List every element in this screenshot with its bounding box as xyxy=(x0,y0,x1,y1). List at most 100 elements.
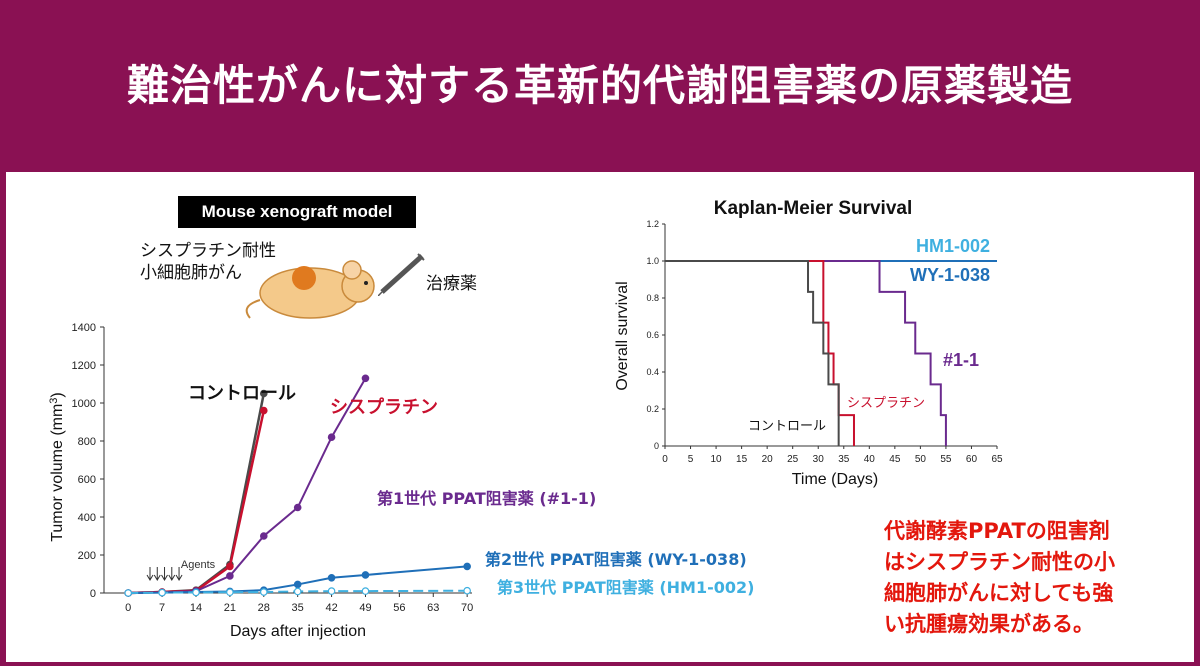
agent-arrow xyxy=(146,567,154,581)
data-point-cisplatin xyxy=(226,562,234,571)
description-line-3: 細胞肺がんに対しても強 xyxy=(884,581,1114,605)
series-label-control: コントロール xyxy=(188,383,296,404)
mouse-ear xyxy=(342,260,362,280)
km-x-tick-label: 50 xyxy=(915,454,927,465)
syringe-icon xyxy=(378,253,425,296)
mouse-eye xyxy=(364,281,368,285)
series-label-cisplatin: シスプラチン xyxy=(330,396,438,418)
mouse-note: シスプラチン耐性 小細胞肺がん xyxy=(140,240,276,284)
y-tick-label: 800 xyxy=(78,436,96,448)
mouse-illustration xyxy=(245,260,375,319)
series-label-gen2: 第2世代 PPAT阻害薬 (WY-1-038) xyxy=(485,550,747,569)
data-point-control xyxy=(259,389,268,398)
data-point-gen2 xyxy=(293,580,302,589)
km-label-cisplatin: シスプラチン xyxy=(847,396,925,411)
km-line-1-1 xyxy=(665,260,947,446)
km-x-tick-label: 20 xyxy=(762,454,774,465)
tumor-mark xyxy=(292,266,316,290)
km-y-tick-label: 1.0 xyxy=(646,256,659,266)
series-label-gen1: 第1世代 PPAT阻害薬 (#1-1) xyxy=(377,489,596,508)
y-tick-label: 1200 xyxy=(72,360,96,372)
data-point-gen2 xyxy=(463,562,471,571)
km-x-tick-label: 35 xyxy=(838,454,850,465)
x-tick-label: 49 xyxy=(359,602,371,614)
model-label: Mouse xenograft model xyxy=(178,196,416,228)
x-tick-label: 28 xyxy=(258,602,270,614)
data-point-gen1 xyxy=(226,572,234,580)
y-tick-label: 200 xyxy=(78,550,96,562)
km-y-tick-label: 0.8 xyxy=(646,293,659,303)
data-point-gen3 xyxy=(226,588,234,597)
km-label-1-1: #1-1 xyxy=(943,350,979,370)
km-x-tick-label: 65 xyxy=(991,454,1003,465)
km-line-cisplatin xyxy=(665,260,855,446)
data-point-gen1 xyxy=(361,374,370,383)
x-tick-label: 14 xyxy=(190,602,202,614)
agent-arrow xyxy=(153,567,161,581)
data-point-gen3 xyxy=(293,587,302,596)
x-tick-label: 35 xyxy=(292,602,304,614)
mouse-tail xyxy=(245,299,261,319)
y-tick-label: 600 xyxy=(78,474,96,486)
y-tick-label: 1000 xyxy=(72,398,96,410)
data-point-gen2 xyxy=(361,571,370,579)
km-line-control xyxy=(665,260,840,446)
km-y-tick-label: 0.6 xyxy=(646,330,659,340)
data-point-gen1 xyxy=(259,532,268,540)
data-point-gen3 xyxy=(327,587,336,595)
mouse-note-line2: 小細胞肺がん xyxy=(140,263,242,283)
km-title: Kaplan-Meier Survival xyxy=(714,198,913,219)
data-point-gen1 xyxy=(293,503,302,512)
km-label-hm1: HM1-002 xyxy=(916,236,990,256)
kaplan-meier-chart: Kaplan-Meier Survival 0 0.2 0.4 0.6 0.8 1.0 1.… xyxy=(614,198,1003,488)
km-x-tick-label: 45 xyxy=(889,454,901,465)
km-x-tick-label: 60 xyxy=(966,454,978,465)
drug-note: 治療薬 xyxy=(426,274,477,294)
km-label-wy: WY-1-038 xyxy=(910,265,990,285)
x-tick-label: 63 xyxy=(427,602,439,614)
agent-arrow xyxy=(161,567,168,581)
x-tick-label: 42 xyxy=(325,602,337,614)
x-tick-label: 56 xyxy=(393,602,405,614)
km-y-tick-label: 0.2 xyxy=(646,404,659,414)
description-line-2: はシスプラチン耐性の小 xyxy=(884,550,1115,574)
data-point-gen1 xyxy=(327,433,336,442)
description-line-4: い抗腫瘍効果がある。 xyxy=(884,612,1094,636)
data-point-gen3 xyxy=(463,586,471,595)
km-x-tick-label: 0 xyxy=(662,454,668,465)
page-title: 難治性がんに対する革新的代謝阻害薬の原薬製造 xyxy=(126,61,1073,110)
description-note: 代謝酵素PPATの阻害剤 はシスプラチン耐性の小 細胞肺がんに対しても強 い抗腫… xyxy=(884,516,1184,640)
x-axis-label: Days after injection xyxy=(230,623,366,640)
km-x-tick-label: 55 xyxy=(940,454,952,465)
km-x-tick-label: 5 xyxy=(688,454,694,465)
y-tick-label: 0 xyxy=(90,588,96,600)
y-axis-label: Tumor volume (mm3) xyxy=(48,392,66,542)
km-y-tick-label: 0.4 xyxy=(646,367,659,377)
km-y-tick-label: 0 xyxy=(654,441,659,451)
data-point-gen3 xyxy=(192,588,200,597)
km-x-tick-label: 30 xyxy=(813,454,825,465)
data-point-gen3 xyxy=(158,588,166,597)
content-panel xyxy=(6,172,1194,662)
x-tick-label: 0 xyxy=(125,602,131,614)
km-label-control: コントロール xyxy=(748,419,826,434)
x-tick-label: 7 xyxy=(159,602,165,614)
data-point-gen3 xyxy=(259,588,268,596)
km-y-axis-label: Overall survival xyxy=(614,281,631,390)
series-label-gen3: 第3世代 PPAT阻害薬 (HM1-002) xyxy=(497,578,754,597)
km-y-tick-label: 1.2 xyxy=(646,219,659,229)
agent-arrow xyxy=(168,567,176,581)
km-x-tick-label: 25 xyxy=(787,454,799,465)
data-point-gen3 xyxy=(361,587,370,595)
y-tick-label: 400 xyxy=(78,512,96,524)
x-tick-label: 21 xyxy=(224,602,236,614)
data-point-gen2 xyxy=(327,573,336,582)
km-x-tick-label: 10 xyxy=(711,454,723,465)
data-point-cisplatin xyxy=(259,406,268,415)
agent-arrow xyxy=(175,567,183,581)
data-point-gen3 xyxy=(124,589,133,597)
mouse-note-line1: シスプラチン耐性 xyxy=(140,241,276,261)
y-tick-label: 1400 xyxy=(72,322,96,334)
